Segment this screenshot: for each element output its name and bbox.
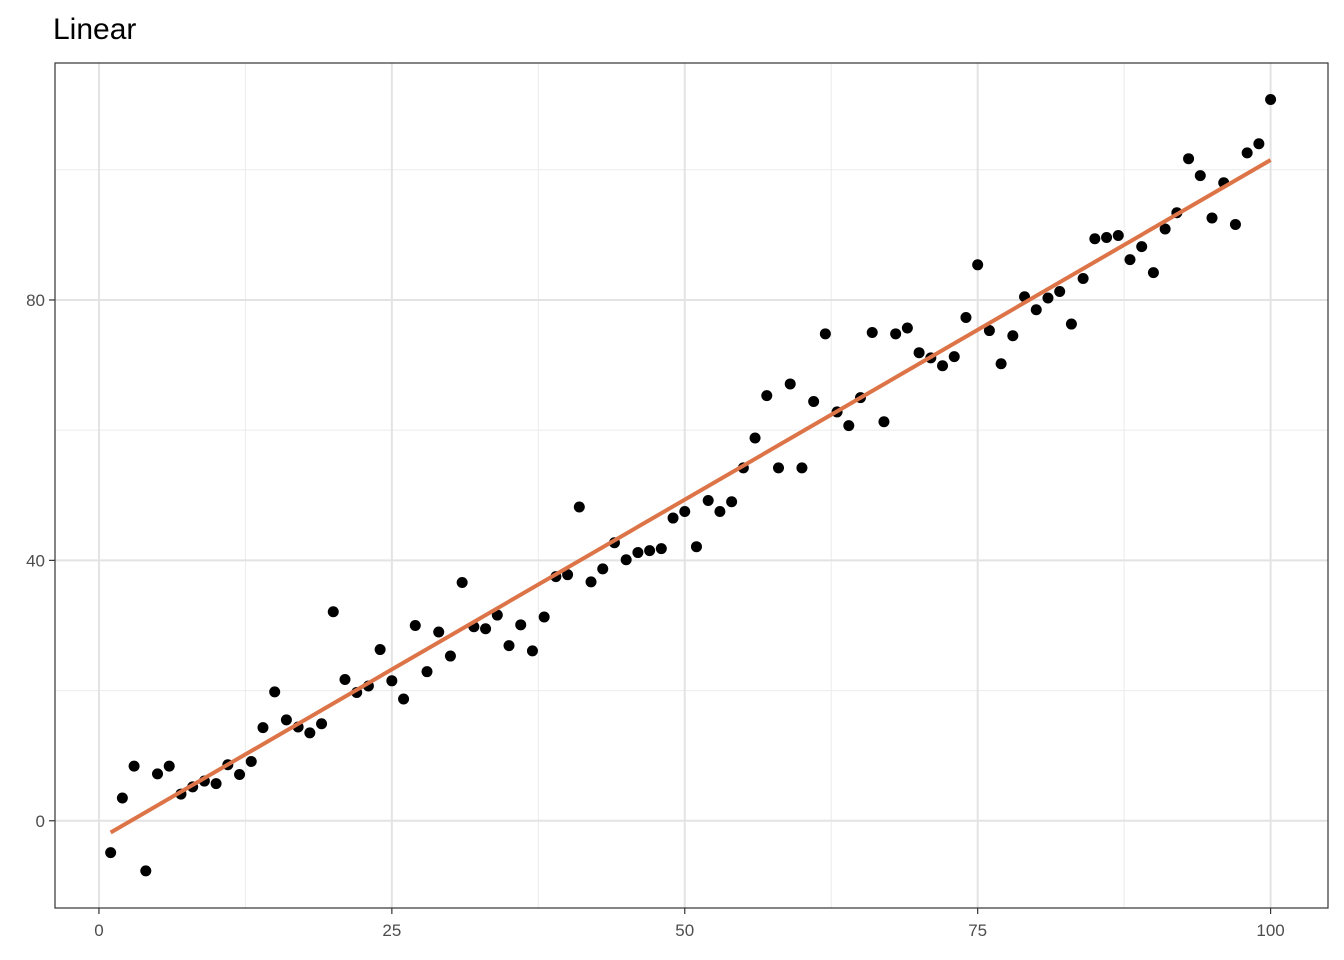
data-point [304, 727, 316, 739]
data-point [808, 396, 820, 408]
data-point [690, 541, 702, 553]
data-point [995, 358, 1007, 370]
data-point [480, 623, 492, 635]
axes: 0 25 50 75 100 0 40 80 [26, 291, 1285, 940]
x-tick-label: 75 [968, 921, 987, 940]
data-point [1241, 147, 1253, 159]
data-point [843, 420, 855, 432]
data-point [585, 576, 597, 588]
data-point [644, 545, 656, 557]
fit-line [109, 158, 1272, 835]
data-point [105, 847, 117, 859]
data-point [374, 644, 386, 656]
y-tick-label: 80 [26, 291, 45, 310]
data-point [655, 543, 667, 555]
data-point [913, 347, 925, 359]
data-point [972, 259, 984, 271]
data-point [316, 718, 328, 730]
data-point [761, 390, 773, 402]
data-point [562, 569, 574, 581]
data-point [1253, 138, 1265, 150]
data-point [772, 462, 784, 474]
x-tick-label: 100 [1256, 921, 1284, 940]
data-point [140, 865, 152, 877]
data-point [573, 501, 585, 513]
data-point [749, 432, 761, 444]
data-point [526, 645, 538, 657]
data-point [1030, 304, 1042, 316]
data-point [1159, 223, 1171, 235]
data-point [433, 626, 445, 638]
data-point [234, 769, 246, 781]
data-point [163, 760, 175, 772]
data-point [679, 506, 691, 518]
data-point [937, 360, 949, 372]
data-point [1265, 93, 1277, 105]
data-point [1229, 218, 1241, 230]
data-point [245, 756, 257, 768]
data-point [515, 619, 527, 631]
data-point [632, 547, 644, 559]
data-point [702, 494, 714, 506]
data-point [503, 640, 515, 652]
points [105, 93, 1277, 877]
data-point [269, 686, 281, 698]
data-point [1042, 292, 1054, 304]
data-point [1183, 153, 1195, 165]
data-point [116, 792, 128, 804]
data-point [901, 322, 913, 334]
data-point [1065, 318, 1077, 330]
data-point [538, 611, 550, 623]
data-point [960, 312, 972, 324]
data-point [1194, 170, 1206, 182]
data-point [597, 563, 609, 575]
data-point [796, 462, 808, 474]
data-point [444, 650, 456, 662]
data-point [152, 768, 164, 780]
grid [55, 63, 1328, 908]
data-point [409, 619, 421, 631]
x-tick-label: 50 [675, 921, 694, 940]
data-point [1112, 230, 1124, 242]
data-point [339, 673, 351, 685]
data-point [890, 328, 902, 340]
data-point [421, 666, 433, 678]
data-point [667, 512, 679, 524]
data-point [1054, 286, 1066, 298]
data-point [398, 693, 410, 705]
fit-line-group [109, 158, 1272, 835]
y-tick-label: 40 [26, 551, 45, 570]
data-point [386, 675, 398, 687]
data-point [456, 576, 468, 588]
panel-border [54, 62, 1329, 909]
data-point [866, 327, 878, 339]
data-point [1136, 241, 1148, 253]
data-point [878, 416, 890, 428]
y-tick-label: 0 [36, 812, 45, 831]
data-point [1124, 254, 1136, 266]
data-point [491, 609, 503, 621]
data-point [819, 328, 831, 340]
data-point [280, 714, 292, 726]
chart-title: Linear [53, 13, 136, 46]
data-point [948, 351, 960, 363]
data-point [1147, 267, 1159, 279]
data-point [210, 778, 222, 790]
data-point [714, 506, 726, 518]
data-point [1089, 233, 1101, 245]
data-point [620, 554, 632, 566]
data-point [327, 606, 339, 618]
data-point [1206, 212, 1218, 224]
x-tick-label: 25 [382, 921, 401, 940]
data-point [726, 496, 738, 508]
x-tick-label: 0 [94, 921, 103, 940]
data-point [1101, 231, 1113, 243]
data-point [128, 760, 140, 772]
data-point [257, 722, 269, 734]
data-point [1077, 272, 1089, 284]
data-point [1007, 330, 1019, 342]
data-point [784, 378, 796, 390]
data-point [983, 325, 995, 337]
